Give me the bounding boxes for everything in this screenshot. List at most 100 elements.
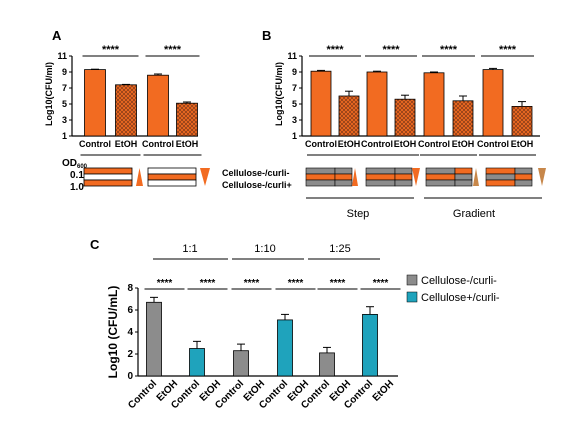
community-stripe-cell (394, 173, 413, 181)
panel-a-y-tick-label: 5 (62, 99, 67, 109)
community-stripe-cell (305, 179, 336, 187)
row-label-curli-pos: Cellulose-/curli+ (222, 180, 292, 190)
community-triangle (473, 168, 479, 186)
panel-b-category-label: Control (305, 139, 337, 149)
panel-b-y-tick-label: 3 (292, 115, 297, 125)
community-stripe-cell (454, 173, 473, 181)
community-triangle (538, 168, 546, 186)
group-label-step: Step (347, 208, 370, 220)
community-stripe-cell (334, 173, 353, 181)
panel-b-category-label: EtOH (452, 139, 475, 149)
panel-b-category-label: Control (418, 139, 450, 149)
panel-b-bar (366, 71, 388, 137)
panel-c-y-tick-label: 6 (127, 305, 133, 316)
community-triangle (412, 168, 420, 186)
panel-a-significance-label: **** (164, 44, 182, 56)
panel-c-bar (189, 348, 205, 377)
legend-swatch-curli-neg (406, 274, 418, 286)
panel-a-category-label: Control (142, 139, 174, 149)
panel-a-bar (147, 74, 169, 137)
od-stripe-box (147, 179, 197, 187)
panel-a-y-tick-label: 1 (62, 131, 67, 141)
panel-c-bar (233, 350, 249, 377)
panel-c-significance-label: **** (288, 278, 304, 289)
community-stripe-cell (394, 167, 413, 175)
panel-a-label: A (52, 28, 62, 43)
dilution-label-1-10: 1:10 (254, 243, 275, 255)
panel-b-bar (511, 106, 533, 137)
panel-a-bar (84, 69, 106, 137)
panel-b-category-label: EtOH (394, 139, 417, 149)
panel-c-category-label: Control (126, 378, 159, 411)
legend-swatch-curli-pos (406, 291, 418, 303)
row-label-curli-neg: Cellulose-/curli- (222, 168, 290, 178)
community-stripe-cell (365, 167, 396, 175)
community-stripe-cell (514, 173, 533, 181)
od-gradient-triangle (136, 168, 143, 186)
panel-b-bar (338, 95, 360, 137)
panel-b-bar (452, 100, 474, 137)
panel-c-y-tick-label: 2 (127, 349, 133, 360)
panel-b-significance-label: **** (326, 44, 344, 56)
panel-a-y-tick-label: 3 (62, 115, 67, 125)
community-stripe-cell (365, 179, 396, 187)
panel-a-y-tick-label: 7 (62, 83, 67, 93)
od-value-high: 1.0 (70, 182, 84, 193)
panel-a-bar (176, 102, 198, 137)
community-stripe-cell (454, 179, 473, 187)
panel-c-y-tick-label: 4 (127, 327, 133, 338)
panel-b-category-label: Control (361, 139, 393, 149)
panel-a-bar (115, 84, 137, 137)
community-triangle (352, 168, 358, 186)
panel-c-significance-label: **** (157, 278, 173, 289)
panel-b-y-tick-label: 9 (292, 67, 297, 77)
panel-b-bar (423, 72, 445, 137)
od-stripe-box (83, 173, 133, 181)
community-stripe-cell (394, 179, 413, 187)
od-stripe-box (147, 167, 197, 175)
panel-b-y-tick-label: 7 (292, 83, 297, 93)
dilution-label-1-25: 1:25 (329, 243, 350, 255)
od-stripe-box (83, 167, 133, 175)
community-stripe-cell (425, 167, 456, 175)
panel-c-label: C (90, 237, 100, 252)
panel-b-significance-label: **** (382, 44, 400, 56)
legend-label-curli-neg: Cellulose-/curli- (421, 275, 497, 287)
community-stripe-cell (334, 167, 353, 175)
panel-c-bar (319, 352, 335, 377)
community-stripe-cell (485, 179, 516, 187)
community-stripe-cell (514, 167, 533, 175)
panel-b-significance-label: **** (499, 44, 517, 56)
legend-label-curli-pos: Cellulose+/curli- (421, 292, 500, 304)
panel-b-category-label: EtOH (338, 139, 361, 149)
panel-c-y-tick-label: 0 (127, 371, 133, 382)
community-stripe-cell (485, 167, 516, 175)
panel-a-y-tick-label: 9 (62, 67, 67, 77)
panel-a-category-label: Control (79, 139, 111, 149)
community-stripe-cell (305, 167, 336, 175)
panel-b-bar (394, 98, 416, 137)
panel-c-bar (362, 313, 378, 377)
od-stripe-box (83, 179, 133, 187)
community-stripe-cell (365, 173, 396, 181)
panel-b-y-tick-label: 5 (292, 99, 297, 109)
panel-c-significance-label: **** (330, 278, 346, 289)
panel-c-significance-label: **** (244, 278, 260, 289)
community-stripe-cell (305, 173, 336, 181)
panel-a-category-label: EtOH (115, 139, 138, 149)
panel-a-ylabel: Log10(CFU/ml) (44, 62, 54, 126)
panel-b-label: B (262, 28, 271, 43)
community-stripe-cell (454, 167, 473, 175)
panel-b-category-label: EtOH (511, 139, 534, 149)
community-stripe-cell (425, 173, 456, 181)
panel-a-y-tick-label: 11 (57, 51, 67, 61)
panel-c-bar (146, 301, 162, 377)
dilution-label-1-1: 1:1 (182, 243, 197, 255)
panel-b-y-tick-label: 11 (287, 51, 297, 61)
panel-c-bar (277, 319, 293, 377)
group-label-gradient: Gradient (453, 208, 495, 220)
community-stripe-cell (514, 179, 533, 187)
panel-b-significance-label: **** (440, 44, 458, 56)
